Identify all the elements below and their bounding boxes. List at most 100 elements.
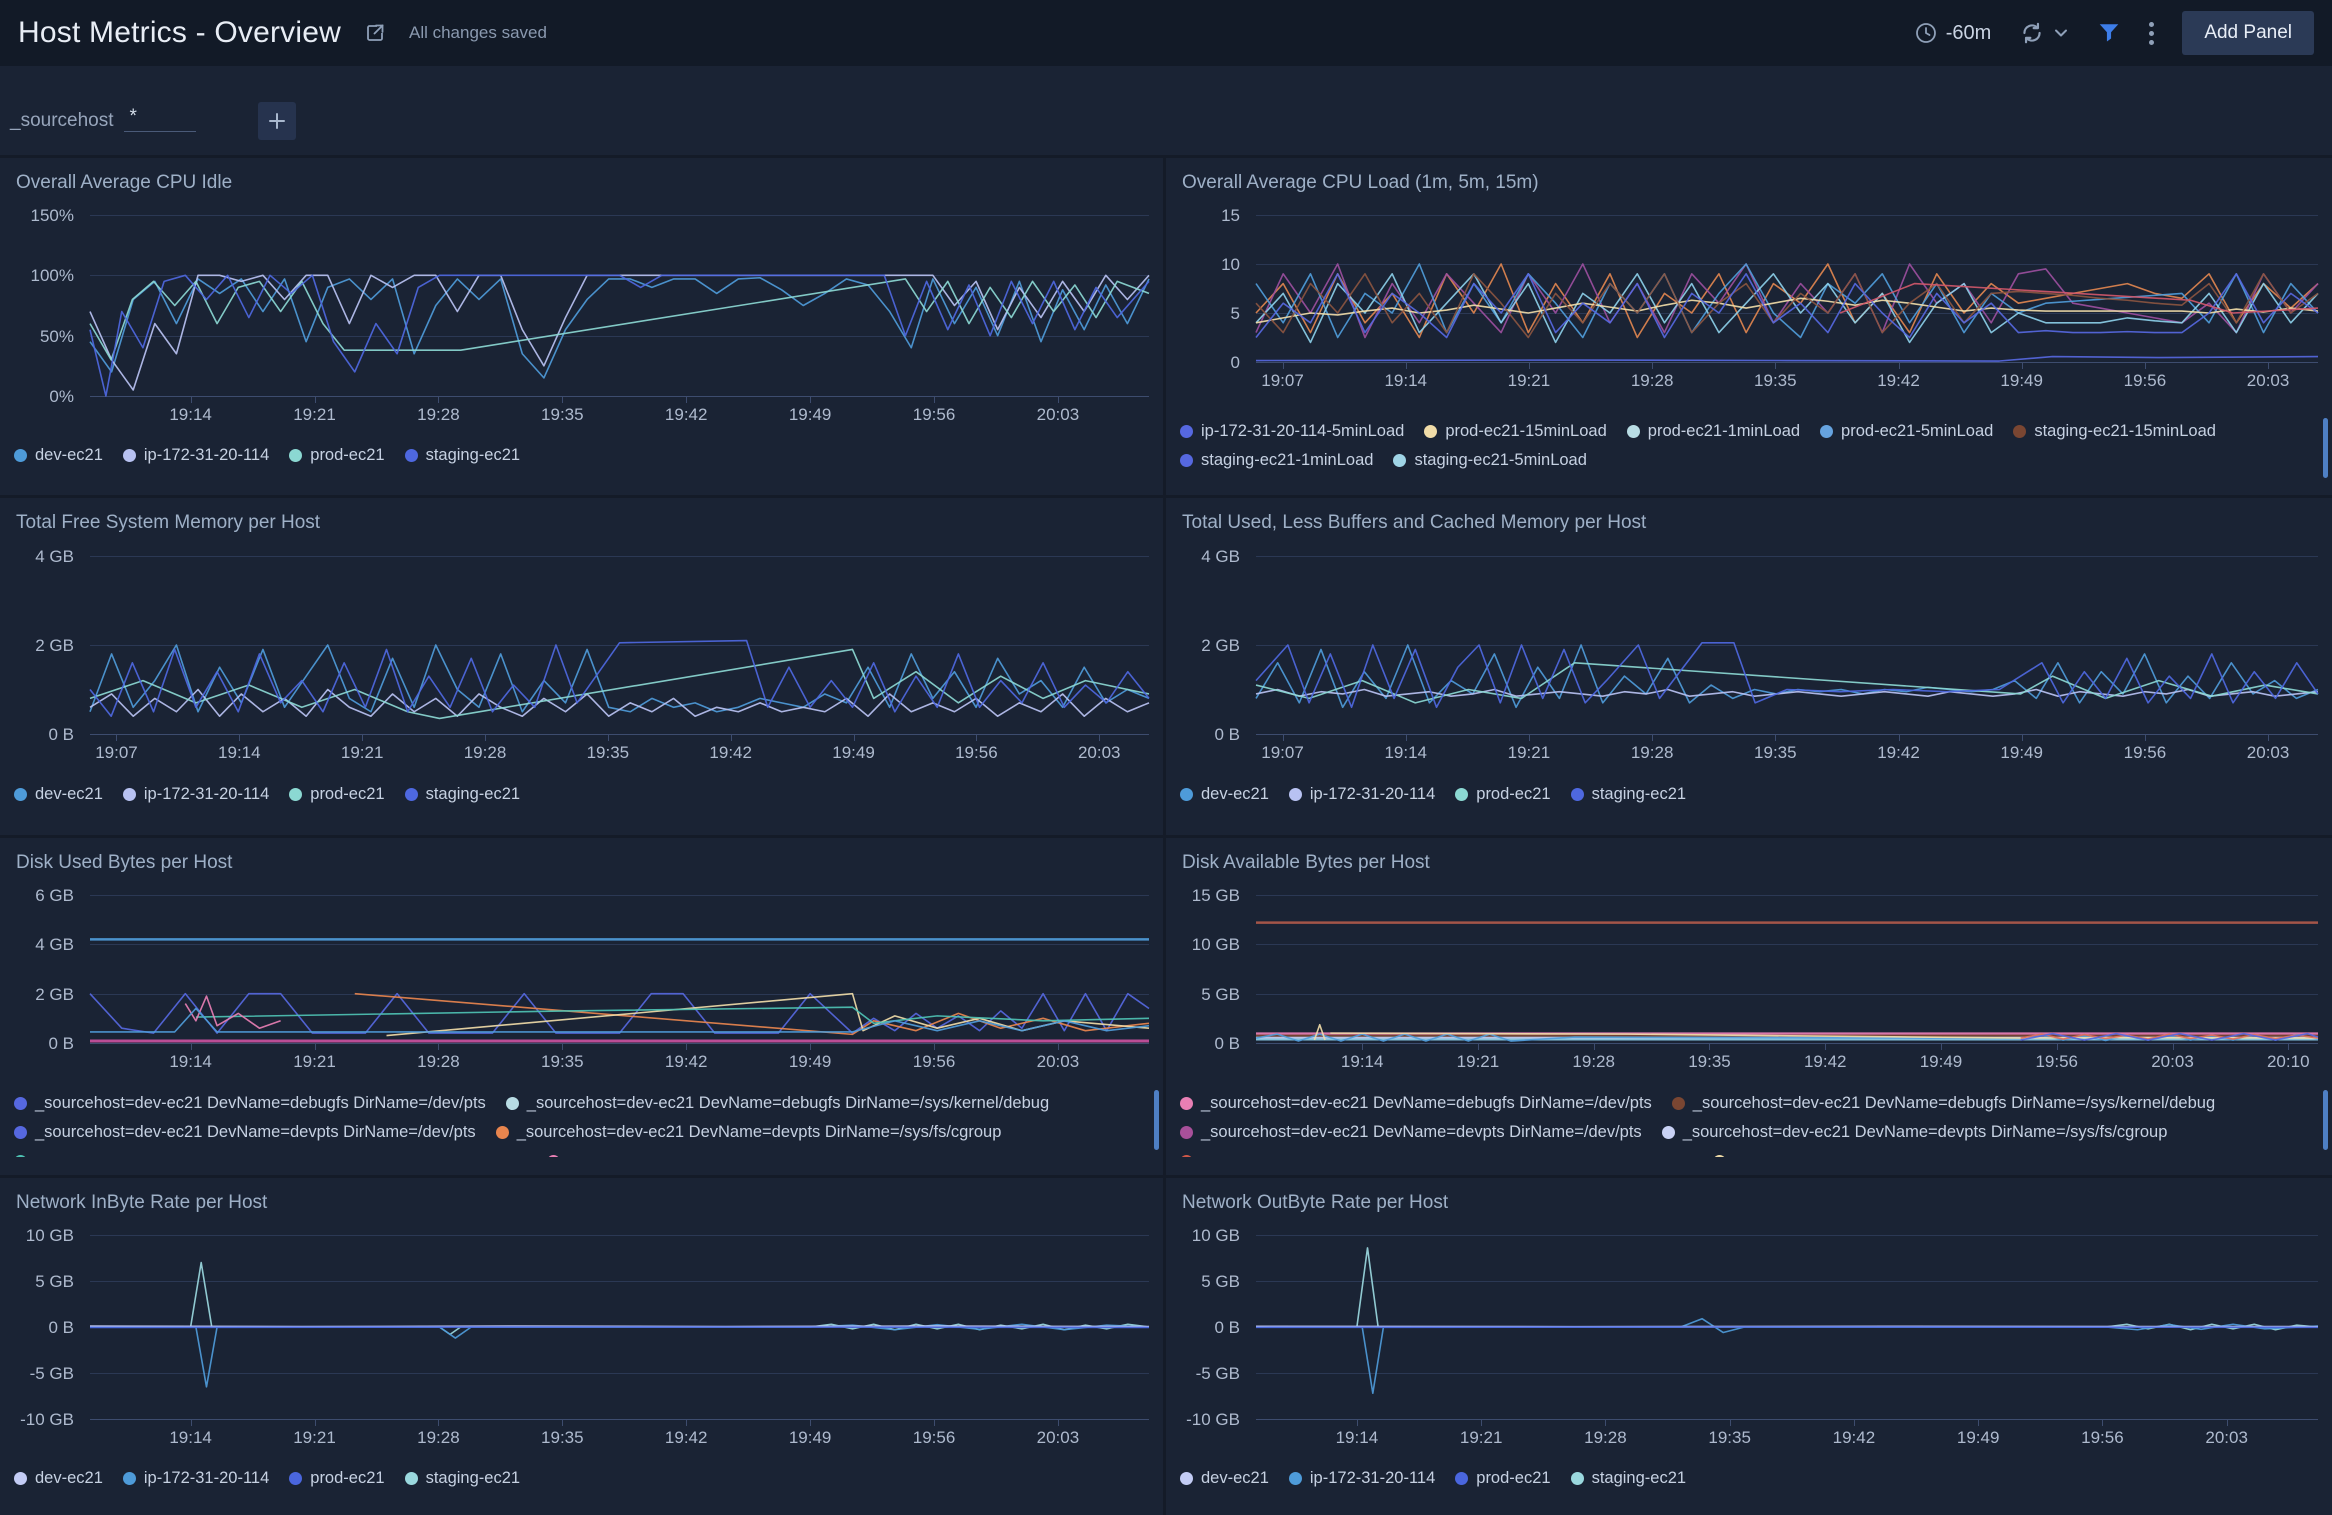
- legend-series-label: staging-ec21-5minLoad: [1414, 451, 1586, 470]
- chart-canvas[interactable]: [90, 215, 1149, 396]
- legend-item[interactable]: ip-172-31-20-114: [1289, 1469, 1435, 1488]
- legend-item[interactable]: staging-ec21: [405, 1469, 520, 1488]
- legend-scrollbar[interactable]: [2323, 418, 2328, 478]
- kebab-menu-button[interactable]: [2149, 22, 2154, 45]
- axis-tick: [2057, 1043, 2058, 1050]
- y-axis-label: 0: [1231, 353, 1240, 373]
- chart-canvas[interactable]: [1256, 215, 2318, 362]
- legend-item[interactable]: prod-ec21-1minLoad: [1627, 422, 1800, 441]
- legend-item[interactable]: _sourcehost=dev-ec21 DevName=devpts DirN…: [1180, 1123, 1642, 1142]
- legend-item[interactable]: _sourcehost=dev-ec21 DevName=devpts DirN…: [1662, 1123, 2168, 1142]
- legend-item[interactable]: dev-ec21: [14, 446, 103, 465]
- axis-tick: [191, 1419, 192, 1426]
- legend-series-label: _sourcehost=dev-ec21 DevName=devpts DirN…: [1683, 1123, 2168, 1142]
- legend-series-label: _sourcehost=dev-ec21 DevName=debugfs Dir…: [35, 1094, 486, 1113]
- legend-series-dot: [1289, 788, 1302, 801]
- axis-tick: [2227, 1419, 2228, 1426]
- x-axis-label: 19:49: [1920, 1052, 1963, 1072]
- legend-series-dot: [14, 1472, 27, 1485]
- y-axis-label: 5 GB: [35, 1272, 74, 1292]
- legend-item[interactable]: ip-172-31-20-114: [123, 785, 269, 804]
- legend-item[interactable]: prod-ec21-15minLoad: [1424, 422, 1606, 441]
- chart-canvas[interactable]: [1256, 1235, 2318, 1419]
- legend-item[interactable]: _sourcehost=dev-ec21 DevName=debugfs Dir…: [1180, 1094, 1652, 1113]
- x-axis-label: 19:42: [709, 743, 752, 763]
- legend-item[interactable]: staging-ec21: [1571, 1469, 1686, 1488]
- legend-item[interactable]: _sourcehost=dev-ec21 DevName=debugfs Dir…: [14, 1094, 486, 1113]
- legend-item[interactable]: ip-172-31-20-114: [1289, 785, 1435, 804]
- legend-item[interactable]: _sourcehost=dev-ec21 DevName=devpts DirN…: [14, 1123, 476, 1142]
- legend-item[interactable]: ip-172-31-20-114: [123, 446, 269, 465]
- legend-item[interactable]: dev-ec21: [1180, 1469, 1269, 1488]
- x-axis-label: 19:49: [2000, 371, 2043, 391]
- legend-item[interactable]: staging-ec21-1minLoad: [1180, 451, 1373, 470]
- legend-series-dot: [123, 788, 136, 801]
- filter-value-input[interactable]: *: [124, 106, 196, 132]
- chevron-down-icon: [2053, 25, 2069, 41]
- legend-item[interactable]: prod-ec21: [289, 446, 384, 465]
- gridline: [1256, 362, 2318, 363]
- time-range-button[interactable]: -60m: [1914, 21, 1992, 45]
- legend-series-dot: [1393, 454, 1406, 467]
- legend-item[interactable]: staging-ec21-15minLoad: [2013, 422, 2216, 441]
- axis-tick: [2102, 1419, 2103, 1426]
- axis-tick: [2022, 734, 2023, 741]
- legend-item[interactable]: prod-ec21: [289, 1469, 384, 1488]
- legend-item[interactable]: _sourcehost=dev-ec21 DevName=debugfs Dir…: [506, 1094, 1049, 1113]
- share-icon[interactable]: [363, 21, 387, 45]
- y-axis-label: 15: [1221, 206, 1240, 226]
- legend-item[interactable]: prod-ec21-5minLoad: [1820, 422, 1993, 441]
- y-axis-label: 50%: [40, 327, 74, 347]
- x-axis-label: 19:56: [913, 1428, 956, 1448]
- y-axis-label: 0 B: [1214, 1034, 1240, 1054]
- series-line: [1256, 274, 2318, 338]
- legend-item[interactable]: _sourcehost=dev-ec21 DevName=debugfs Dir…: [1672, 1094, 2215, 1113]
- refresh-button[interactable]: [2019, 20, 2069, 46]
- axis-tick: [934, 396, 935, 403]
- legend-item[interactable]: staging-ec21: [405, 446, 520, 465]
- legend-item[interactable]: prod-ec21: [289, 785, 384, 804]
- legend-scrollbar[interactable]: [1154, 1090, 1159, 1150]
- x-axis-label: 20:10: [2267, 1052, 2310, 1072]
- legend-series-dot: [1180, 1155, 1193, 1157]
- plus-icon: [267, 111, 287, 131]
- legend-item[interactable]: ip-172-31-20-114-5minLoad: [1180, 422, 1404, 441]
- series-line: [1256, 274, 2318, 338]
- legend-scrollbar[interactable]: [2323, 1090, 2328, 1150]
- legend-item[interactable]: prod-ec21: [1455, 1469, 1550, 1488]
- x-axis-label: 19:49: [789, 405, 832, 425]
- axis-tick: [686, 1043, 687, 1050]
- axis-tick: [1978, 1419, 1979, 1426]
- legend-item[interactable]: _sourcehost=dev-ec21 DevName=devpts DirN…: [496, 1123, 1002, 1142]
- chart-canvas[interactable]: [1256, 556, 2318, 734]
- legend-item[interactable]: dev-ec21: [14, 1469, 103, 1488]
- gridline: [90, 734, 1149, 735]
- x-axis-label: 19:56: [913, 1052, 956, 1072]
- add-panel-button[interactable]: Add Panel: [2182, 11, 2314, 55]
- legend-item[interactable]: ip-172-31-20-114: [123, 1469, 269, 1488]
- filter-button[interactable]: [2097, 21, 2121, 45]
- legend-item[interactable]: dev-ec21: [1180, 785, 1269, 804]
- chart-canvas[interactable]: [1256, 895, 2318, 1043]
- legend-series-label: staging-ec21: [426, 1469, 520, 1488]
- y-axis-label: 10 GB: [1192, 935, 1240, 955]
- legend-item[interactable]: prod-ec21: [1455, 785, 1550, 804]
- legend-item[interactable]: staging-ec21-5minLoad: [1393, 451, 1586, 470]
- legend-series-label: dev-ec21: [35, 446, 103, 465]
- chart-canvas[interactable]: [90, 1235, 1149, 1419]
- panel-title: Total Used, Less Buffers and Cached Memo…: [1182, 512, 1646, 534]
- add-filter-button[interactable]: [258, 102, 296, 140]
- legend-item[interactable]: staging-ec21: [1571, 785, 1686, 804]
- legend-series-dot: [14, 1155, 27, 1157]
- axis-tick: [1529, 734, 1530, 741]
- x-axis-label: 19:07: [95, 743, 138, 763]
- legend-item[interactable]: staging-ec21: [405, 785, 520, 804]
- y-axis-label: 6 GB: [35, 886, 74, 906]
- x-axis-label: 20:03: [1037, 1428, 1080, 1448]
- x-axis-label: 19:35: [541, 405, 584, 425]
- chart-canvas[interactable]: [90, 556, 1149, 734]
- chart-legend: ip-172-31-20-114-5minLoad prod-ec21-15min…: [1180, 417, 2306, 475]
- chart-canvas[interactable]: [90, 895, 1149, 1043]
- x-axis-label: 19:14: [169, 1428, 212, 1448]
- legend-item[interactable]: dev-ec21: [14, 785, 103, 804]
